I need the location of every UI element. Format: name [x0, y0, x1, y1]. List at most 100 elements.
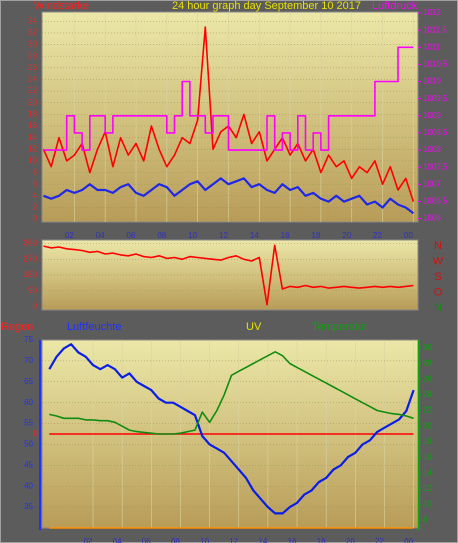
y-tick-label: 65: [24, 377, 33, 386]
y2-tick-label: 1010: [423, 77, 441, 86]
rain-label: Regen: [1, 321, 33, 333]
y-tick-label: 28: [28, 51, 37, 60]
y-tick-label: 90: [28, 286, 37, 295]
y-tick-label: 22: [28, 86, 37, 95]
x-tick-label: 04: [96, 231, 105, 240]
y2-tick-label: 1007,5: [423, 162, 448, 171]
y2-tick-label: 1009,5: [423, 94, 448, 103]
y-tick-label: 34: [28, 16, 37, 25]
y2-tick-label: 1007: [423, 179, 441, 188]
y-tick-label: 50: [24, 440, 33, 449]
y2-tick-label: 1011,5: [423, 25, 447, 34]
y-tick-label: 40: [24, 481, 33, 490]
y2-tick-label: 26: [423, 374, 432, 383]
rain-tick-label: 0: [34, 429, 39, 438]
pressure-label: Luftdruck: [372, 0, 418, 12]
series-line: [49, 351, 414, 435]
y-tick-label: 60: [24, 398, 33, 407]
series-line: [43, 46, 414, 151]
x-tick-label: 00: [404, 537, 413, 543]
y-tick-label: 35: [24, 502, 33, 511]
compass-label: S: [434, 271, 441, 283]
temperature-label: Temperatur: [312, 321, 368, 333]
uv-label: UV: [246, 321, 262, 333]
y2-tick-label: 1012: [423, 8, 441, 17]
y2-tick-label: 1011: [423, 42, 441, 51]
y-tick-label: 75: [24, 335, 33, 344]
y-tick-label: 55: [24, 419, 33, 428]
humidity-label: Luftfeuchte: [67, 321, 121, 333]
y2-tick-label: 16: [423, 453, 432, 462]
y2-tick-label: 30: [423, 343, 432, 352]
x-tick-label: 10: [188, 231, 197, 240]
y2-tick-label: 8: [423, 515, 428, 524]
x-tick-label: 22: [375, 537, 384, 543]
wind-label: Windstärke: [34, 0, 89, 12]
series-line: [43, 177, 415, 215]
x-tick-label: 06: [142, 537, 151, 543]
x-tick-label: 08: [171, 537, 180, 543]
x-tick-label: 14: [250, 231, 259, 240]
compass-label: O: [434, 286, 443, 298]
y-tick-label: 70: [24, 356, 33, 365]
compass-label: N: [434, 240, 442, 252]
y2-tick-label: 1006,5: [423, 197, 448, 206]
x-tick-label: 04: [113, 537, 122, 543]
x-tick-label: 12: [229, 537, 238, 543]
y-tick-label: 2: [33, 203, 38, 212]
x-tick-label: 12: [219, 231, 228, 240]
x-tick-label: 14: [258, 537, 267, 543]
x-tick-label: 20: [346, 537, 355, 543]
x-tick-label: 02: [65, 231, 74, 240]
y2-tick-label: 1010,5: [423, 60, 448, 69]
y-tick-label: 10: [28, 156, 37, 165]
plot-area: [41, 239, 419, 311]
compass-label: W: [433, 255, 444, 267]
y-tick-label: 18: [28, 109, 37, 118]
y-tick-label: 14: [28, 133, 37, 142]
y-tick-label: 12: [28, 144, 37, 153]
y2-tick-label: 12: [423, 484, 432, 493]
y-tick-label: 32: [28, 28, 37, 37]
y-tick-label: 0: [33, 214, 38, 223]
x-tick-label: 20: [342, 231, 351, 240]
y2-tick-label: 1008,5: [423, 128, 448, 137]
y2-tick-label: 1008: [423, 145, 441, 154]
y2-tick-label: 1006: [423, 214, 441, 223]
x-tick-label: 18: [311, 231, 320, 240]
x-tick-label: 18: [317, 537, 326, 543]
y-tick-label: 20: [28, 98, 37, 107]
y2-tick-label: 14: [423, 468, 432, 477]
x-tick-label: 22: [373, 231, 382, 240]
y2-tick-label: 24: [423, 390, 432, 399]
x-tick-label: 16: [281, 231, 290, 240]
y2-tick-label: 22: [423, 406, 432, 415]
y-tick-label: 180: [24, 270, 38, 279]
y-tick-label: 30: [28, 40, 37, 49]
y-tick-label: 6: [33, 179, 38, 188]
x-tick-label: 00: [404, 231, 413, 240]
x-tick-label: 02: [84, 537, 93, 543]
y2-tick-label: 10: [423, 500, 432, 509]
y2-tick-label: 1009: [423, 111, 441, 120]
y-tick-label: 270: [24, 254, 38, 263]
chart-title: 24 hour graph day September 10 2017: [172, 0, 361, 12]
x-tick-label: 16: [288, 537, 297, 543]
x-tick-label: 10: [200, 537, 209, 543]
y-tick-label: 24: [28, 75, 37, 84]
y-tick-label: 8: [33, 168, 38, 177]
y2-tick-label: 28: [423, 359, 432, 368]
y-tick-label: 16: [28, 121, 37, 130]
y-tick-label: 360: [24, 239, 38, 248]
x-tick-label: 08: [157, 231, 166, 240]
y-tick-label: 45: [24, 460, 33, 469]
y-tick-label: 4: [33, 191, 38, 200]
y-tick-label: 0: [33, 302, 38, 311]
y2-tick-label: 18: [423, 437, 432, 446]
series-line: [48, 343, 415, 515]
y-tick-label: 26: [28, 63, 37, 72]
compass-label: N: [434, 302, 442, 314]
series-line: [43, 244, 414, 306]
x-tick-label: 06: [127, 231, 136, 240]
